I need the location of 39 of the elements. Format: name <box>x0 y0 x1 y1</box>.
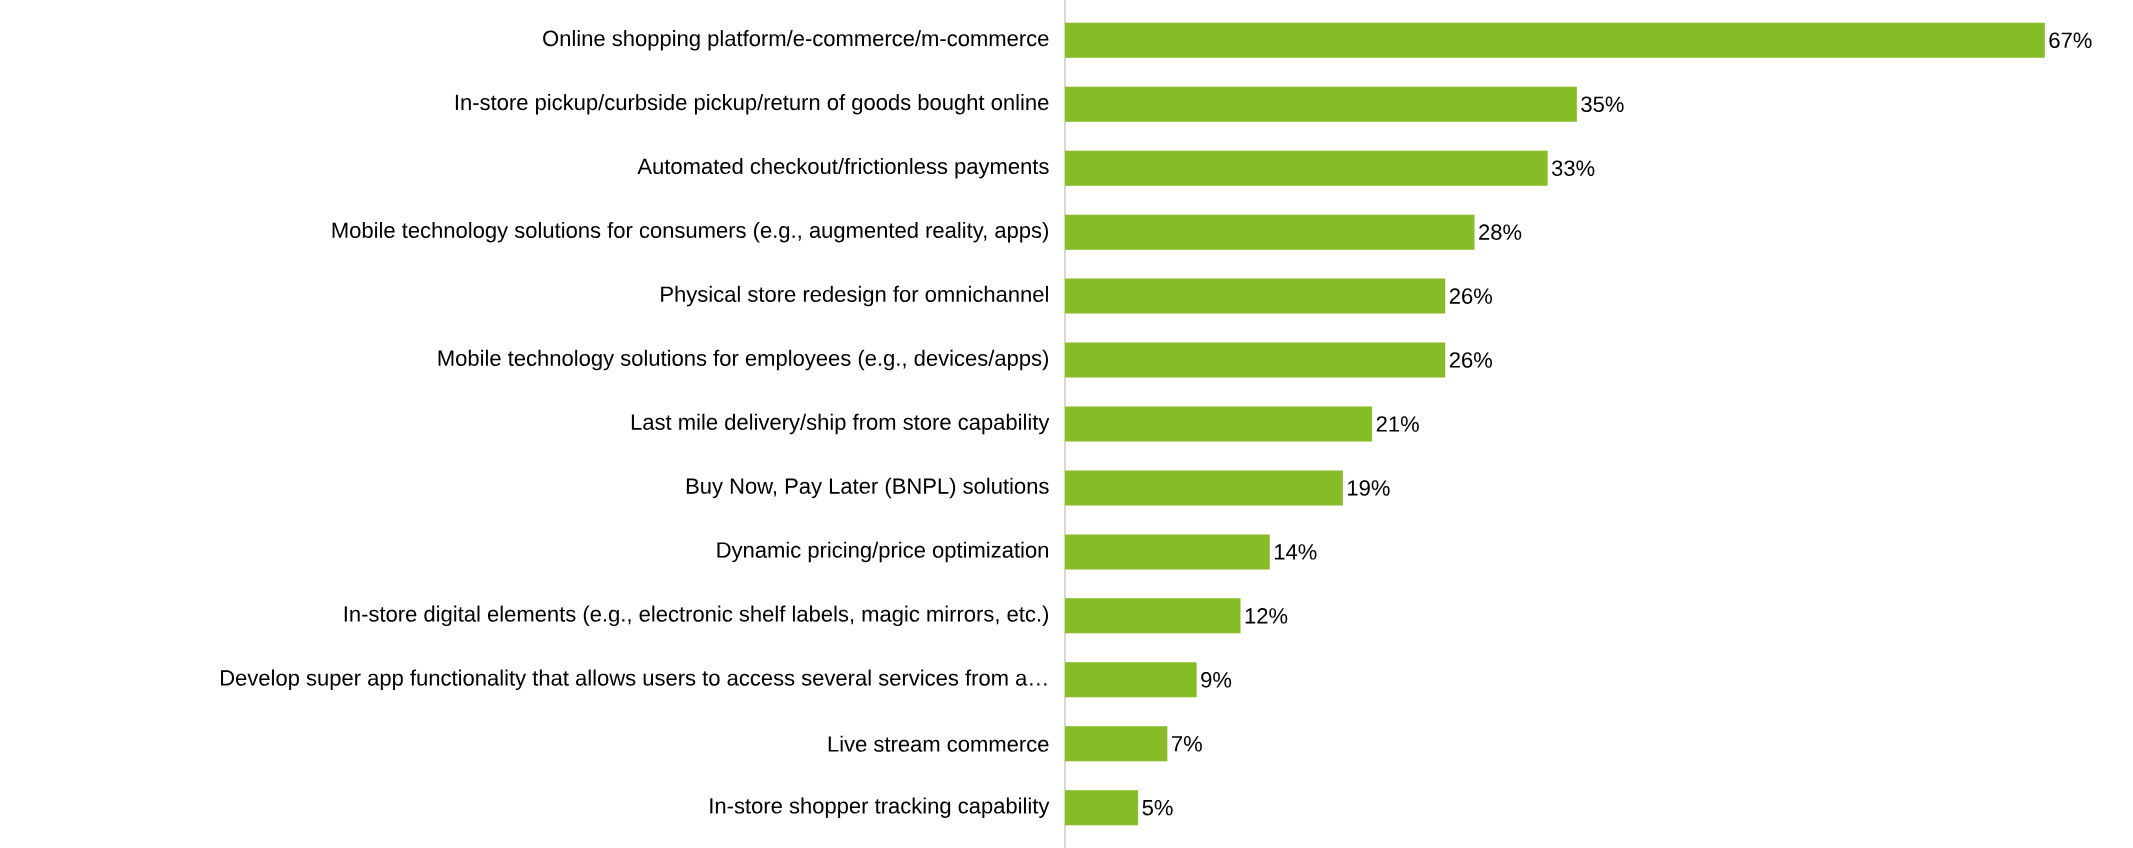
bar <box>1065 214 1475 250</box>
y-tick-label: Live stream commerce <box>828 735 1049 752</box>
bar <box>1065 406 1373 442</box>
data-label: 5% <box>1142 799 1173 816</box>
bar <box>1065 22 2045 58</box>
data-label: 26% <box>1449 352 1492 368</box>
data-label: 19% <box>1348 480 1390 496</box>
bar <box>1065 726 1168 762</box>
data-label: 26% <box>1449 288 1492 304</box>
bar <box>1065 534 1270 570</box>
data-label: 35% <box>1581 96 1624 113</box>
bar <box>1065 86 1577 122</box>
bar <box>1065 790 1139 826</box>
data-label: 33% <box>1551 160 1595 176</box>
bar <box>1065 278 1446 314</box>
y-tick-label: Online shopping platform/e-commerce/m-commerce <box>543 30 1049 51</box>
bar <box>1065 150 1548 186</box>
data-label: 67% <box>2049 32 2092 49</box>
data-label: 21% <box>1376 416 1419 432</box>
y-tick-label: In-store shopper tracking capability <box>710 797 1050 818</box>
data-label: 28% <box>1479 224 1522 240</box>
y-tick-label: Last mile delivery/ship from store capability <box>631 413 1050 435</box>
y-tick-label: Mobile technology solutions for employees (e.g., devices/apps) <box>438 349 1049 371</box>
y-tick-label: Dynamic pricing/price optimization <box>717 541 1048 563</box>
y-tick-label: Mobile technology solutions for consumers (e.g., augmented reality, apps) <box>332 221 1048 243</box>
data-label: 9% <box>1201 672 1232 688</box>
y-tick-label: Develop super app functionality that allows users to access several services from a… <box>221 669 1047 691</box>
y-tick-label: In-store pickup/curbside pickup/return of goods bought online <box>455 93 1049 115</box>
bar <box>1065 342 1446 378</box>
y-tick-label: Automated checkout/frictionless payments <box>637 157 1049 179</box>
bar <box>1065 598 1241 634</box>
bar <box>1065 662 1197 698</box>
bar <box>1065 470 1343 506</box>
y-tick-label: Physical store redesign for omnichannel <box>661 285 1048 307</box>
y-tick-label: In-store digital elements (e.g., electronic shelf labels, magic mirrors, etc.) <box>344 605 1049 627</box>
y-tick-label: Buy Now, Pay Later (BNPL) solutions <box>686 477 1049 499</box>
data-label: 14% <box>1274 544 1317 560</box>
data-label: 7% <box>1172 736 1202 752</box>
data-label: 12% <box>1245 608 1288 624</box>
